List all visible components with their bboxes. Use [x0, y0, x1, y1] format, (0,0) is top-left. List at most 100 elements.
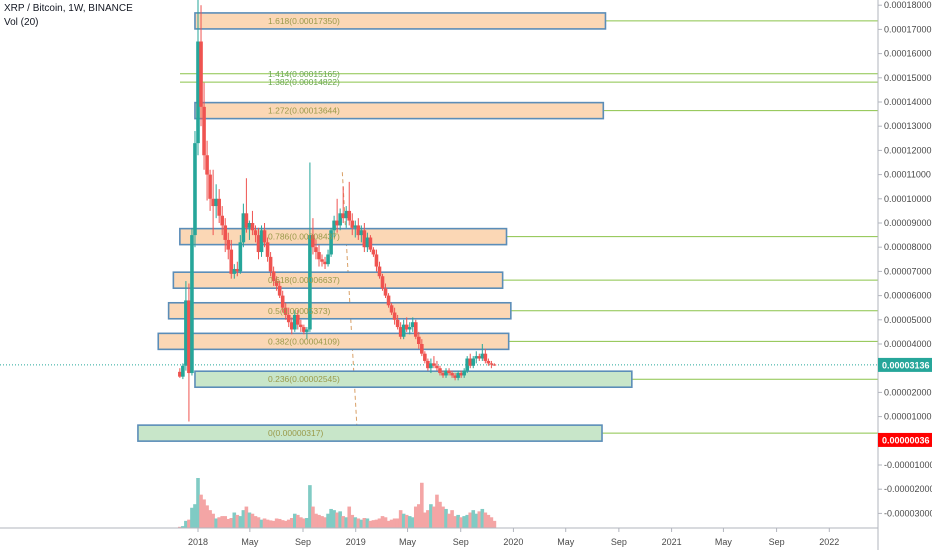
volume-bar — [311, 506, 315, 528]
volume-bar — [371, 520, 376, 528]
volume-bar — [335, 512, 339, 528]
volume-bar — [190, 507, 194, 528]
candle-body — [223, 225, 228, 240]
price-axis-label: 0.00001000 — [884, 412, 932, 422]
time-axis[interactable]: 2018 May Sep 2019 May Sep 2020 May Sep 2021 May Sep… — [188, 528, 839, 547]
volume-bar — [401, 513, 406, 528]
candle-body — [277, 285, 282, 296]
candle-body — [302, 327, 306, 332]
candle-body — [265, 242, 270, 257]
volume-bar — [265, 519, 270, 528]
volume-bar — [456, 514, 460, 528]
price-tag-label: 0.00000036 — [882, 435, 930, 445]
volume-bar — [271, 520, 276, 528]
price-axis-label: 0.00018000 — [884, 0, 932, 10]
candle-body — [323, 261, 327, 265]
candle-body — [296, 314, 300, 325]
volume-bar — [392, 518, 397, 528]
candle-body — [435, 365, 439, 369]
price-axis-label: 0.00009000 — [884, 218, 932, 228]
candle-body — [426, 360, 430, 369]
volume-bar — [407, 516, 412, 528]
volume-bar — [217, 517, 221, 528]
volume-bar — [386, 520, 391, 528]
volume-bar — [462, 516, 466, 528]
volume-bar — [365, 518, 370, 528]
volume-bar — [226, 518, 231, 528]
volume-bar — [253, 516, 258, 528]
volume-bar — [432, 506, 436, 528]
candle-body — [404, 324, 409, 330]
volume-bar — [341, 516, 345, 528]
candle-body — [283, 307, 288, 315]
price-axis-label: 0.00004000 — [884, 339, 932, 349]
candle-body — [341, 213, 345, 219]
volume-bar — [450, 510, 454, 528]
volume-bar — [214, 518, 218, 528]
candle-body — [417, 336, 421, 344]
candle-body — [220, 215, 224, 226]
volume-bar — [184, 520, 188, 528]
candle-body — [407, 327, 412, 330]
candle-body — [444, 370, 448, 376]
candle-body — [256, 235, 261, 253]
time-axis-label: 2019 — [346, 537, 366, 547]
candle-body — [268, 256, 273, 272]
fib-zone-box — [194, 101, 605, 120]
candle-body — [253, 230, 258, 236]
volume-bar — [250, 513, 255, 528]
volume-bar — [489, 517, 494, 528]
candle-body — [483, 353, 488, 361]
candle-body — [356, 225, 361, 236]
volume-bar — [347, 506, 352, 528]
volume-bar — [223, 516, 228, 528]
volume-bar — [353, 517, 358, 528]
candle-body — [374, 254, 379, 267]
price-axis-label: 0.00014000 — [884, 97, 932, 107]
volume-bar — [232, 512, 237, 528]
fib-zone-box — [194, 370, 633, 389]
volume-bar — [292, 513, 297, 528]
price-axis-label: -0.00003000 — [884, 508, 932, 518]
volume-bar — [359, 519, 364, 528]
volume-bar — [256, 517, 261, 528]
volume-bar — [444, 508, 448, 528]
symbol-title: XRP / Bitcoin, 1W, BINANCE — [4, 3, 133, 14]
volume-bar — [465, 514, 469, 528]
candle-body — [359, 230, 364, 236]
price-axis-label: 0.00011000 — [884, 170, 931, 180]
volume-bar — [329, 508, 333, 528]
candle-body — [338, 213, 342, 226]
candle-body — [344, 210, 349, 219]
candle-body — [280, 295, 285, 308]
volume-bar — [323, 517, 327, 528]
volume-bar — [374, 519, 379, 528]
volume-bar — [314, 513, 318, 528]
price-axis-label: 0.00010000 — [884, 194, 932, 204]
volume-bar — [486, 514, 491, 528]
candle-body — [244, 213, 249, 228]
candle-body — [178, 371, 182, 377]
price-candles — [178, 0, 497, 422]
candle-body — [489, 363, 494, 365]
candle-body — [492, 364, 497, 366]
candle-body — [199, 41, 203, 107]
candle-body — [292, 314, 297, 330]
time-axis-label: 2018 — [188, 537, 208, 547]
volume-bar — [492, 520, 497, 528]
candle-body — [329, 230, 333, 255]
volume-bar — [296, 514, 300, 528]
volume-bar — [398, 510, 403, 528]
volume-indicator-label: Vol (20) — [4, 17, 38, 28]
candle-body — [311, 235, 315, 248]
price-axis-label: 0.00006000 — [884, 291, 932, 301]
fib-level-label: 0.786(0.00008437) — [268, 232, 340, 242]
candle-body — [392, 312, 397, 320]
volume-bar — [480, 508, 485, 528]
volume-bar — [178, 526, 182, 528]
volume-bar — [417, 504, 421, 528]
candle-body — [286, 314, 291, 323]
volume-bar — [426, 510, 430, 528]
candle-body — [438, 368, 442, 374]
